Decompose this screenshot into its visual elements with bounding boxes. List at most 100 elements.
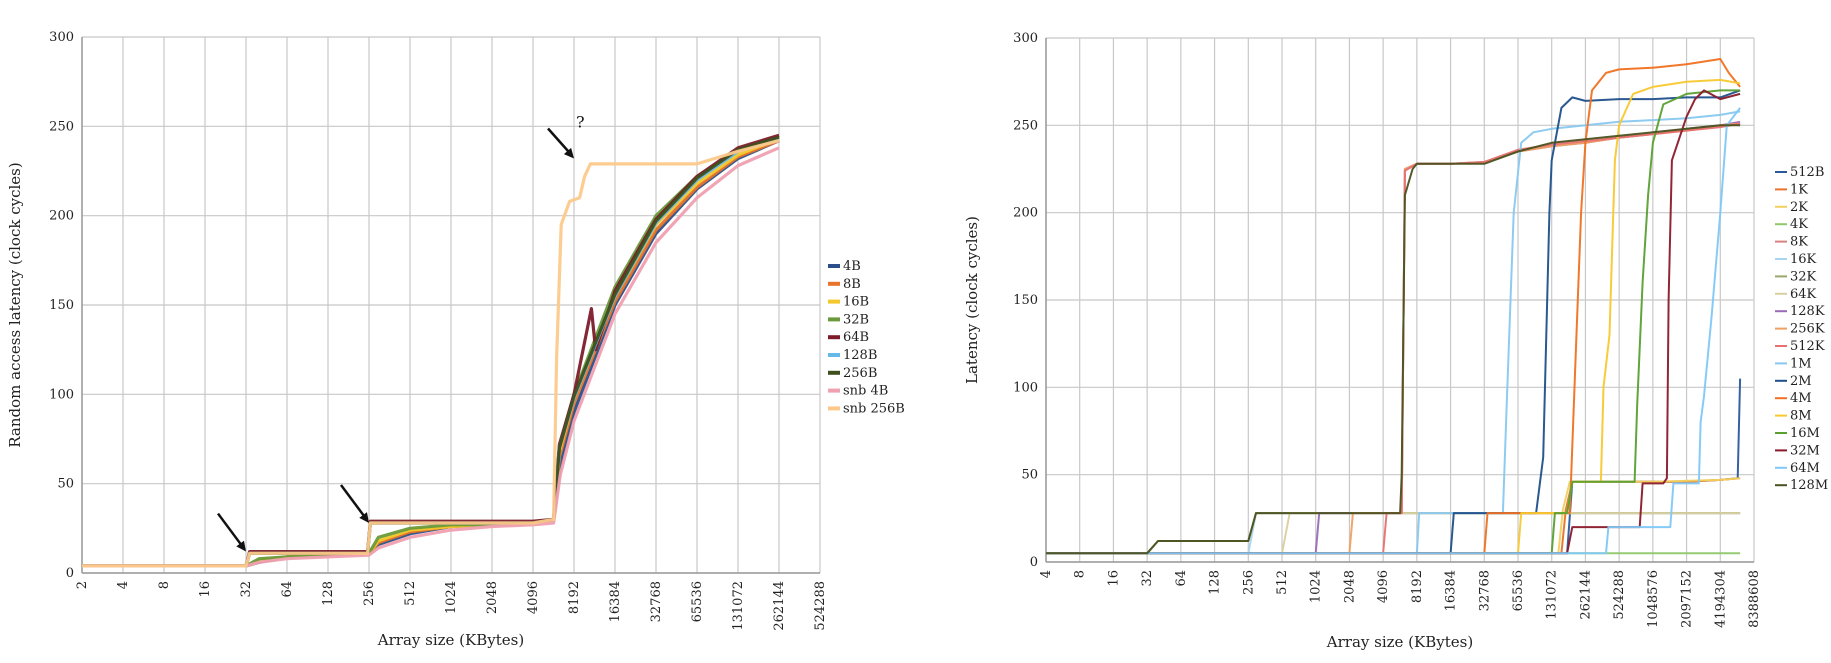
- legend-label: 32M: [1790, 443, 1820, 458]
- x-tick-label: 32: [239, 581, 254, 598]
- x-tick-label: 128: [1208, 570, 1223, 595]
- x-axis-label: Array size (KBytes): [1326, 633, 1473, 651]
- legend-label: 256K: [1790, 322, 1825, 337]
- x-tick-label: 131072: [1545, 570, 1560, 620]
- x-tick-label: 131072: [731, 581, 746, 631]
- x-tick-label: 262144: [772, 581, 787, 631]
- x-tick-label: 8388608: [1747, 570, 1762, 628]
- x-tick-label: 16384: [1444, 570, 1459, 611]
- chart-1: 0 50 100 150 200 250 300 2 4 8 16 32 64 128 256 512 1024…: [6, 30, 905, 649]
- x-tick-label: 262144: [1578, 570, 1593, 620]
- annotation-arrow: [216, 512, 246, 550]
- y-axis-label: Random access latency (clock cycles): [6, 162, 24, 447]
- legend-label: 512B: [1790, 165, 1824, 180]
- series-line-256k: [1046, 122, 1741, 555]
- chart-2: 0 50 100 150 200 250 300 4 8 16 32 64 128 256 512 1024 2…: [963, 31, 1828, 651]
- annotation-arrowhead: [563, 147, 574, 159]
- x-tick-label: 64: [1174, 570, 1189, 587]
- legend-label: 64K: [1790, 287, 1817, 302]
- legend-label: 64M: [1790, 461, 1820, 476]
- x-tick-label: 2048: [1342, 570, 1357, 603]
- y-tick-label: 0: [1030, 555, 1038, 570]
- legend-label: 4B: [843, 259, 861, 274]
- series-line-32k: [1046, 512, 1741, 555]
- y-tick-label: 150: [49, 298, 74, 313]
- legend-label: 1K: [1790, 182, 1808, 197]
- x-tick-label: 1024: [1309, 570, 1324, 603]
- legend-label: 16M: [1790, 426, 1820, 441]
- x-tick-label: 4194304: [1713, 570, 1728, 628]
- y-tick-label: 0: [66, 566, 74, 581]
- y-tick-label: 50: [1021, 468, 1038, 483]
- y-tick-label: 50: [57, 477, 74, 492]
- series-line-512k: [1046, 122, 1741, 555]
- annotation-label: ?: [576, 112, 585, 131]
- x-tick-label: 1024: [444, 581, 459, 614]
- y-tick-label: 250: [1013, 118, 1038, 133]
- series-line-16m: [1046, 89, 1741, 555]
- x-tick-label: 256: [362, 581, 377, 606]
- legend-label: 4M: [1790, 391, 1812, 406]
- x-tick-label: 32768: [1477, 570, 1492, 611]
- legend-label: 128B: [843, 348, 877, 363]
- x-tick-label: 32768: [649, 581, 664, 622]
- y-tick-label: 200: [1013, 206, 1038, 221]
- legend-label: 64B: [843, 330, 869, 345]
- y-tick-label: 300: [49, 30, 74, 45]
- series-line-2k: [1046, 477, 1741, 555]
- x-axis-label: Array size (KBytes): [377, 631, 524, 649]
- annotation-arrowhead: [236, 540, 246, 552]
- x-tick-label: 4096: [526, 581, 541, 614]
- x-tick-label: 1048576: [1646, 570, 1661, 628]
- series-line-4m: [1046, 58, 1741, 555]
- x-tick-label: 8: [157, 581, 172, 589]
- legend-label: 16B: [843, 295, 869, 310]
- series-line-64k: [1046, 512, 1741, 555]
- y-tick-label: 150: [1013, 293, 1038, 308]
- series-line-64m: [1046, 107, 1741, 555]
- series-line-snb-256b: [82, 139, 780, 568]
- legend-label: 128K: [1790, 304, 1825, 319]
- legend-label: 8B: [843, 277, 861, 292]
- series-line-2m: [1046, 89, 1741, 555]
- legend-label: 256B: [843, 366, 877, 381]
- series-line-1k: [1046, 477, 1741, 555]
- y-tick-label: 100: [49, 387, 74, 402]
- series-line-1m: [1046, 110, 1741, 555]
- x-tick-label: 256: [1241, 570, 1256, 595]
- legend-label: 128M: [1790, 478, 1828, 493]
- series-line-snb-4b: [82, 146, 780, 568]
- legend-label: 1M: [1790, 356, 1812, 371]
- x-tick-label: 8192: [1410, 570, 1425, 603]
- x-tick-label: 2048: [485, 581, 500, 614]
- legend-label: 512K: [1790, 339, 1825, 354]
- x-tick-label: 512: [1275, 570, 1290, 595]
- x-tick-label: 32: [1140, 570, 1155, 587]
- x-tick-label: 8192: [567, 581, 582, 614]
- legend-label: 32B: [843, 312, 869, 327]
- legend-label: snb 4B: [843, 384, 888, 399]
- x-tick-label: 16384: [608, 581, 623, 622]
- legend: 512B 1K 2K 4K 8K 16K 32K 64K 128K 256K 512K 1M 2M 4M 8…: [1775, 165, 1828, 493]
- annotation-arrowhead: [359, 512, 369, 523]
- y-axis-label: Latency (clock cycles): [963, 216, 981, 384]
- x-tick-label: 64: [280, 581, 295, 598]
- x-tick-label: 4096: [1376, 570, 1391, 603]
- series-line-256b: [82, 135, 780, 568]
- x-tick-label: 16: [198, 581, 213, 598]
- series-line-16k: [1046, 512, 1741, 555]
- series-line-8k: [1046, 512, 1741, 555]
- series-line-32b: [82, 135, 780, 568]
- legend: 4B 8B 16B 32B 64B 128B 256B snb 4B snb 256B: [828, 259, 905, 416]
- y-tick-label: 300: [1013, 31, 1038, 46]
- series-line-32m: [1046, 89, 1741, 555]
- annotation-arrow: [339, 484, 369, 521]
- x-tick-label: 512: [403, 581, 418, 606]
- x-tick-label: 524288: [813, 581, 828, 631]
- y-tick-label: 200: [49, 209, 74, 224]
- legend-label: snb 256B: [843, 401, 905, 416]
- x-tick-label: 524288: [1612, 570, 1627, 620]
- legend-label: 32K: [1790, 269, 1817, 284]
- y-tick-label: 250: [49, 119, 74, 134]
- legend-label: 8K: [1790, 235, 1808, 250]
